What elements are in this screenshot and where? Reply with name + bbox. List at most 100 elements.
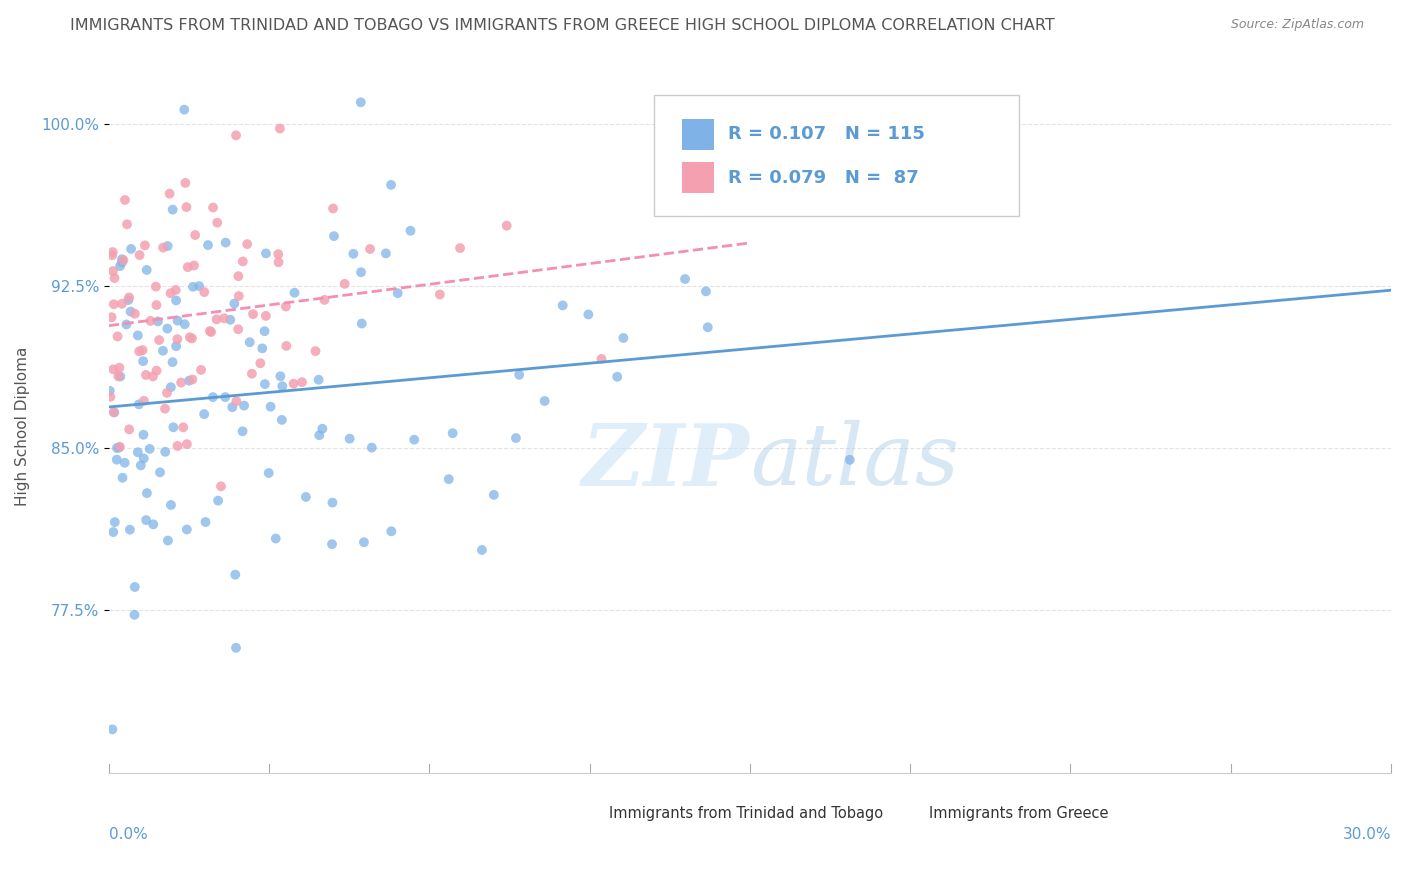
Point <box>139 314 162 328</box>
Point <box>98 384 121 398</box>
Point <box>124 607 146 622</box>
Point <box>101 245 124 260</box>
Point <box>314 293 336 307</box>
Point <box>159 186 181 201</box>
Point <box>162 202 184 217</box>
Point <box>114 456 136 470</box>
Point <box>146 314 169 328</box>
Point <box>176 437 198 451</box>
Point <box>173 103 195 117</box>
Point <box>295 490 318 504</box>
Point <box>103 362 125 376</box>
Point <box>100 310 122 325</box>
Point <box>253 324 276 338</box>
Point <box>471 543 494 558</box>
Point <box>107 369 129 384</box>
Point <box>124 580 146 594</box>
Point <box>149 466 172 480</box>
Point <box>225 394 247 409</box>
Point <box>212 311 235 326</box>
Point <box>219 312 242 326</box>
Point <box>166 332 188 346</box>
Point <box>181 331 204 345</box>
Point <box>274 300 297 314</box>
Point <box>155 445 177 459</box>
Point <box>145 364 167 378</box>
Point <box>103 271 125 285</box>
Point <box>103 405 125 419</box>
Point <box>135 513 157 527</box>
Point <box>233 399 256 413</box>
Point <box>176 200 198 214</box>
Point <box>152 241 174 255</box>
Point <box>120 242 142 256</box>
Point <box>838 452 860 467</box>
Point <box>291 375 314 389</box>
Point <box>441 426 464 441</box>
Point <box>124 307 146 321</box>
Point <box>214 390 236 404</box>
Point <box>110 369 132 384</box>
Point <box>156 385 179 400</box>
Point <box>259 400 281 414</box>
Text: R = 0.079   N =  87: R = 0.079 N = 87 <box>728 169 920 186</box>
Point <box>202 201 225 215</box>
Point <box>103 297 125 311</box>
Point <box>311 422 333 436</box>
Point <box>112 253 135 268</box>
Point <box>215 235 238 250</box>
Point <box>236 237 259 252</box>
Point <box>308 373 330 387</box>
Text: Immigrants from Greece: Immigrants from Greece <box>929 806 1109 821</box>
Text: Source: ZipAtlas.com: Source: ZipAtlas.com <box>1230 18 1364 31</box>
Point <box>120 304 142 318</box>
Point <box>132 354 155 368</box>
Point <box>135 486 157 500</box>
Point <box>321 495 343 509</box>
Point <box>267 255 290 269</box>
Point <box>111 252 134 267</box>
Point <box>156 321 179 335</box>
Point <box>194 515 217 529</box>
Point <box>374 246 396 260</box>
Point <box>165 339 187 353</box>
Point <box>201 390 224 404</box>
Point <box>145 279 167 293</box>
Point <box>183 259 205 273</box>
Point <box>264 532 287 546</box>
Point <box>673 272 696 286</box>
Point <box>232 425 254 439</box>
Point <box>108 360 131 375</box>
Point <box>177 374 200 388</box>
Point <box>174 176 197 190</box>
Point <box>221 401 243 415</box>
Point <box>108 440 131 454</box>
Point <box>224 296 246 310</box>
Point <box>207 493 229 508</box>
Point <box>101 264 124 278</box>
Point <box>380 178 402 192</box>
Point <box>380 524 402 539</box>
Point <box>132 427 155 442</box>
Point <box>304 344 326 359</box>
Point <box>101 248 124 262</box>
Point <box>193 407 215 421</box>
Point <box>111 471 134 485</box>
Point <box>148 333 170 347</box>
Point <box>350 265 373 279</box>
Point <box>270 413 292 427</box>
Point <box>359 242 381 256</box>
Point <box>105 441 128 455</box>
Point <box>135 263 157 277</box>
Point <box>128 248 150 262</box>
Point <box>131 343 153 358</box>
Point <box>108 259 131 273</box>
Point <box>177 260 200 274</box>
Point <box>505 431 527 445</box>
Point <box>242 307 264 321</box>
Point <box>114 193 136 207</box>
Point <box>353 535 375 549</box>
Point <box>225 640 247 655</box>
Point <box>153 401 176 416</box>
Point <box>115 318 138 332</box>
